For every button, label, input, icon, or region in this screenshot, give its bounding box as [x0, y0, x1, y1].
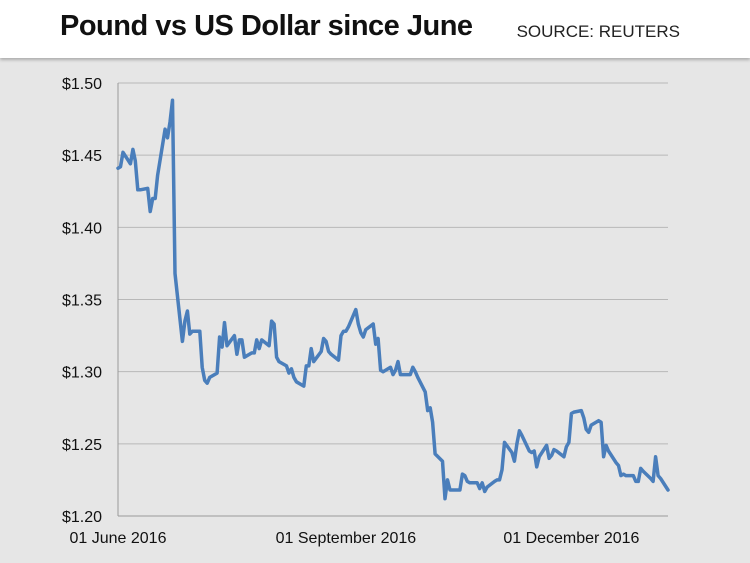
y-tick-label: $1.50 [62, 76, 102, 93]
y-tick-label: $1.30 [62, 365, 102, 382]
axes [117, 83, 668, 517]
series [116, 98, 670, 501]
x-tick-label: 01 December 2016 [503, 530, 639, 547]
x-tick-label: 01 September 2016 [276, 530, 417, 547]
x-tick-label: 01 June 2016 [70, 530, 167, 547]
tick-labels: $1.20 $1.25 $1.30 $1.35 $1.40 $1.45 $1.50 01 Ju… [62, 76, 640, 547]
chart-title: Pound vs US Dollar since June [60, 10, 473, 42]
y-tick-label: $1.25 [62, 437, 102, 454]
chart-header: Pound vs US Dollar since June SOURCE: RE… [0, 0, 750, 58]
y-tick-label: $1.20 [62, 509, 102, 526]
gbp-usd-series-line [116, 98, 670, 501]
y-tick-label: $1.45 [62, 148, 102, 165]
y-tick-label: $1.35 [62, 293, 102, 310]
source-label: SOURCE: REUTERS [516, 22, 680, 41]
gridlines [118, 82, 668, 445]
y-tick-label: $1.40 [62, 220, 102, 237]
